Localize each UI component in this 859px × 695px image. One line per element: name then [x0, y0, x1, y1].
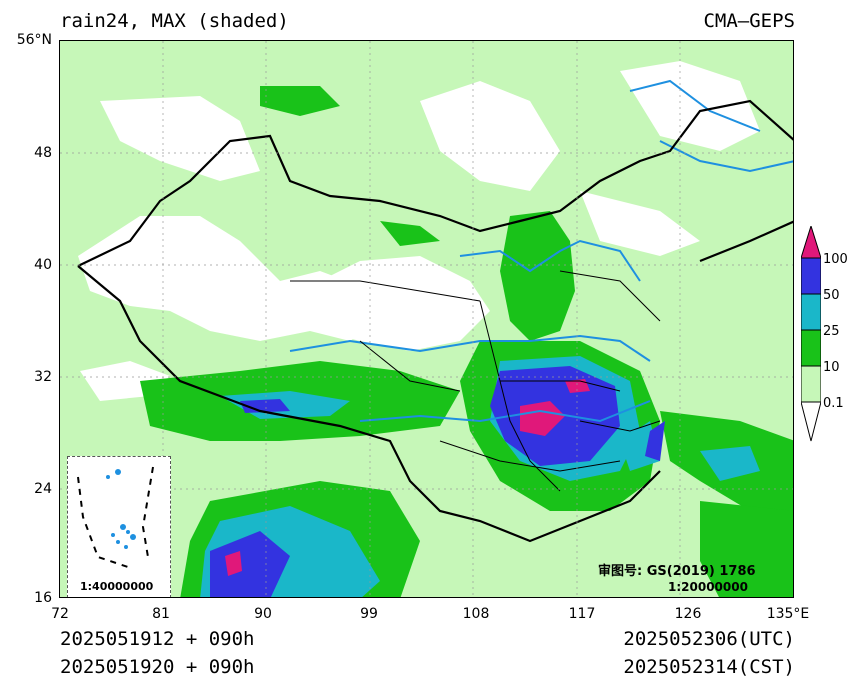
lon-tick-135: 135°E: [766, 606, 810, 622]
legend-swatch-below: [800, 401, 822, 442]
legend-label-10: 10: [823, 360, 840, 375]
lat-tick-32: 32: [34, 369, 52, 385]
legend-label-25: 25: [823, 324, 840, 339]
map-scale-label: 1:20000000: [668, 580, 748, 594]
legend-swatch-50: [800, 257, 822, 295]
graticule: [60, 41, 793, 597]
lon-tick-99: 99: [360, 606, 378, 622]
south-china-sea-inset: 1:40000000: [67, 456, 171, 597]
legend-swatch-25: [800, 293, 822, 331]
legend-colorbar: [800, 224, 822, 442]
lon-tick-90: 90: [254, 606, 272, 622]
lon-tick-117: 117: [568, 606, 596, 622]
init-time-utc: 2025051912 + 090h: [60, 628, 255, 650]
legend-label-0.1: 0.1: [823, 396, 844, 411]
precipitation-map: 1:40000000: [59, 40, 794, 598]
rain-legend: 100 50 25 10 0.1: [800, 224, 859, 446]
map-title: rain24, MAX (shaded): [60, 10, 289, 32]
valid-time-utc: 2025052306(UTC): [623, 628, 795, 650]
lon-tick-108: 108: [462, 606, 490, 622]
legend-swatch-10: [800, 329, 822, 367]
lat-tick-40: 40: [34, 257, 52, 273]
map-review-number: 审图号: GS(2019) 1786: [598, 564, 756, 579]
inset-map: [77, 466, 154, 568]
lat-tick-16: 16: [34, 590, 52, 606]
legend-label-100: 100: [823, 252, 848, 267]
map-canvas: [60, 41, 793, 597]
lon-tick-126: 126: [674, 606, 702, 622]
lon-tick-81: 81: [152, 606, 170, 622]
legend-swatch-100-plus: [800, 224, 822, 259]
valid-time-cst: 2025052314(CST): [623, 656, 795, 678]
inset-scale-label: 1:40000000: [80, 580, 154, 593]
lat-tick-24: 24: [34, 481, 52, 497]
country-borders: [77, 99, 793, 543]
rain-100mm-areas: [225, 379, 590, 576]
init-time-cst: 2025051920 + 090h: [60, 656, 255, 678]
model-name: CMA—GEPS: [703, 10, 795, 32]
lat-tick-48: 48: [34, 145, 52, 161]
province-borders: [290, 270, 661, 492]
legend-swatch-0.1: [800, 365, 822, 403]
legend-label-50: 50: [823, 288, 840, 303]
lat-tick-56: 56°N: [16, 32, 52, 48]
lon-tick-72: 72: [51, 606, 69, 622]
